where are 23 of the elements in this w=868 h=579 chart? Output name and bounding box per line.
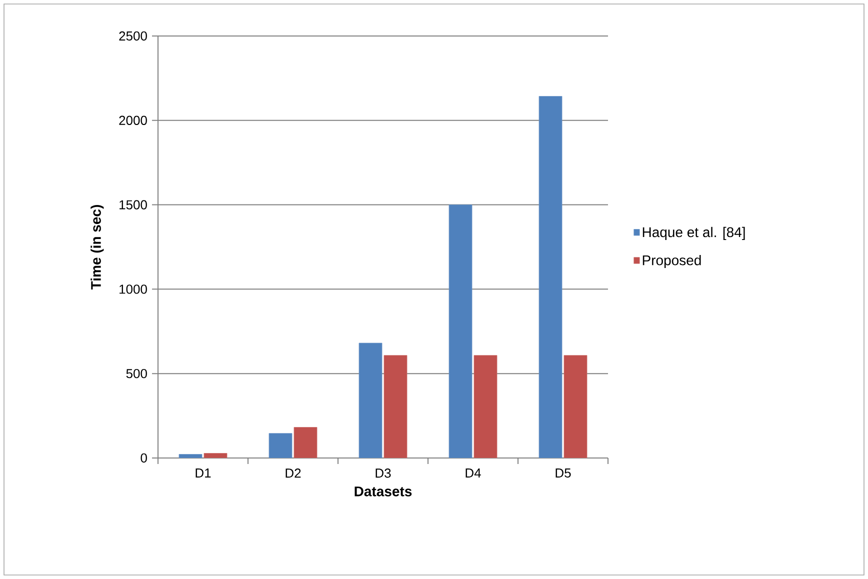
y-tick-label: 2500 bbox=[119, 31, 147, 41]
bar bbox=[564, 355, 588, 458]
bar bbox=[358, 342, 382, 458]
x-tick-label: D4 bbox=[466, 468, 481, 478]
bar bbox=[268, 433, 292, 458]
bar bbox=[294, 427, 318, 458]
legend-label: Proposed bbox=[642, 254, 701, 268]
y-tick-label: 1500 bbox=[120, 200, 147, 210]
y-tick-label: 0 bbox=[140, 453, 147, 463]
bar bbox=[474, 355, 498, 458]
x-axis-title: Datasets bbox=[354, 486, 412, 496]
legend-label: Haque et al. [84] bbox=[642, 226, 745, 240]
x-tick-label: D3 bbox=[376, 468, 391, 478]
bar bbox=[384, 355, 408, 458]
y-tick-label: 1000 bbox=[120, 284, 147, 294]
y-tick-label: 500 bbox=[126, 368, 147, 378]
y-tick-label: 2000 bbox=[119, 116, 147, 125]
y-axis-title: Time (in sec) bbox=[90, 205, 104, 290]
bar bbox=[448, 204, 472, 458]
bar bbox=[538, 96, 562, 458]
x-tick-label: D2 bbox=[286, 468, 301, 478]
x-tick-label: D1 bbox=[196, 468, 211, 478]
x-tick-label: D5 bbox=[556, 468, 571, 478]
